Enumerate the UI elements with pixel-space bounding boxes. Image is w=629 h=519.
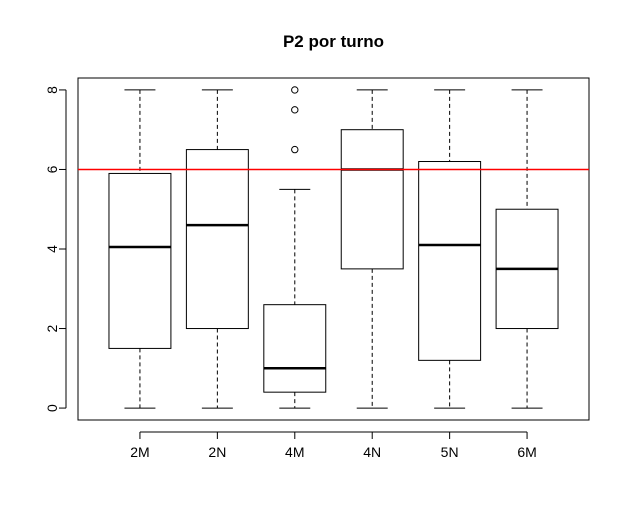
x-tick-label: 2M — [130, 444, 149, 460]
iqr-box — [108, 172, 172, 349]
box-2m — [108, 89, 172, 409]
x-axis: 2M 2N 4M 4N 5N 6M — [130, 431, 537, 460]
outlier-point — [291, 86, 299, 94]
x-tick-label: 4M — [285, 444, 304, 460]
x-tick-label: 5N — [441, 444, 459, 460]
box-5n — [418, 89, 482, 409]
y-axis: 0 2 4 6 8 — [44, 86, 67, 412]
iqr-box — [263, 304, 327, 393]
iqr-box — [185, 149, 249, 330]
outlier-point — [291, 106, 299, 114]
y-tick-label: 2 — [44, 324, 60, 332]
box-4m — [263, 86, 327, 409]
chart-title: P2 por turno — [283, 32, 384, 51]
iqr-box — [418, 161, 482, 361]
box-series — [108, 86, 559, 409]
x-tick-label: 2N — [208, 444, 226, 460]
x-tick-label: 6M — [517, 444, 536, 460]
y-tick-label: 6 — [44, 165, 60, 173]
iqr-box — [340, 129, 404, 270]
box-6m — [495, 89, 559, 409]
outlier-point — [291, 145, 299, 154]
box-2n — [185, 89, 249, 409]
x-tick-label: 4N — [363, 444, 381, 460]
box-4n — [340, 89, 404, 409]
y-tick-label: 0 — [44, 404, 60, 412]
plot-frame — [77, 77, 590, 421]
y-tick-label: 8 — [44, 86, 60, 94]
y-tick-label: 4 — [44, 245, 60, 253]
